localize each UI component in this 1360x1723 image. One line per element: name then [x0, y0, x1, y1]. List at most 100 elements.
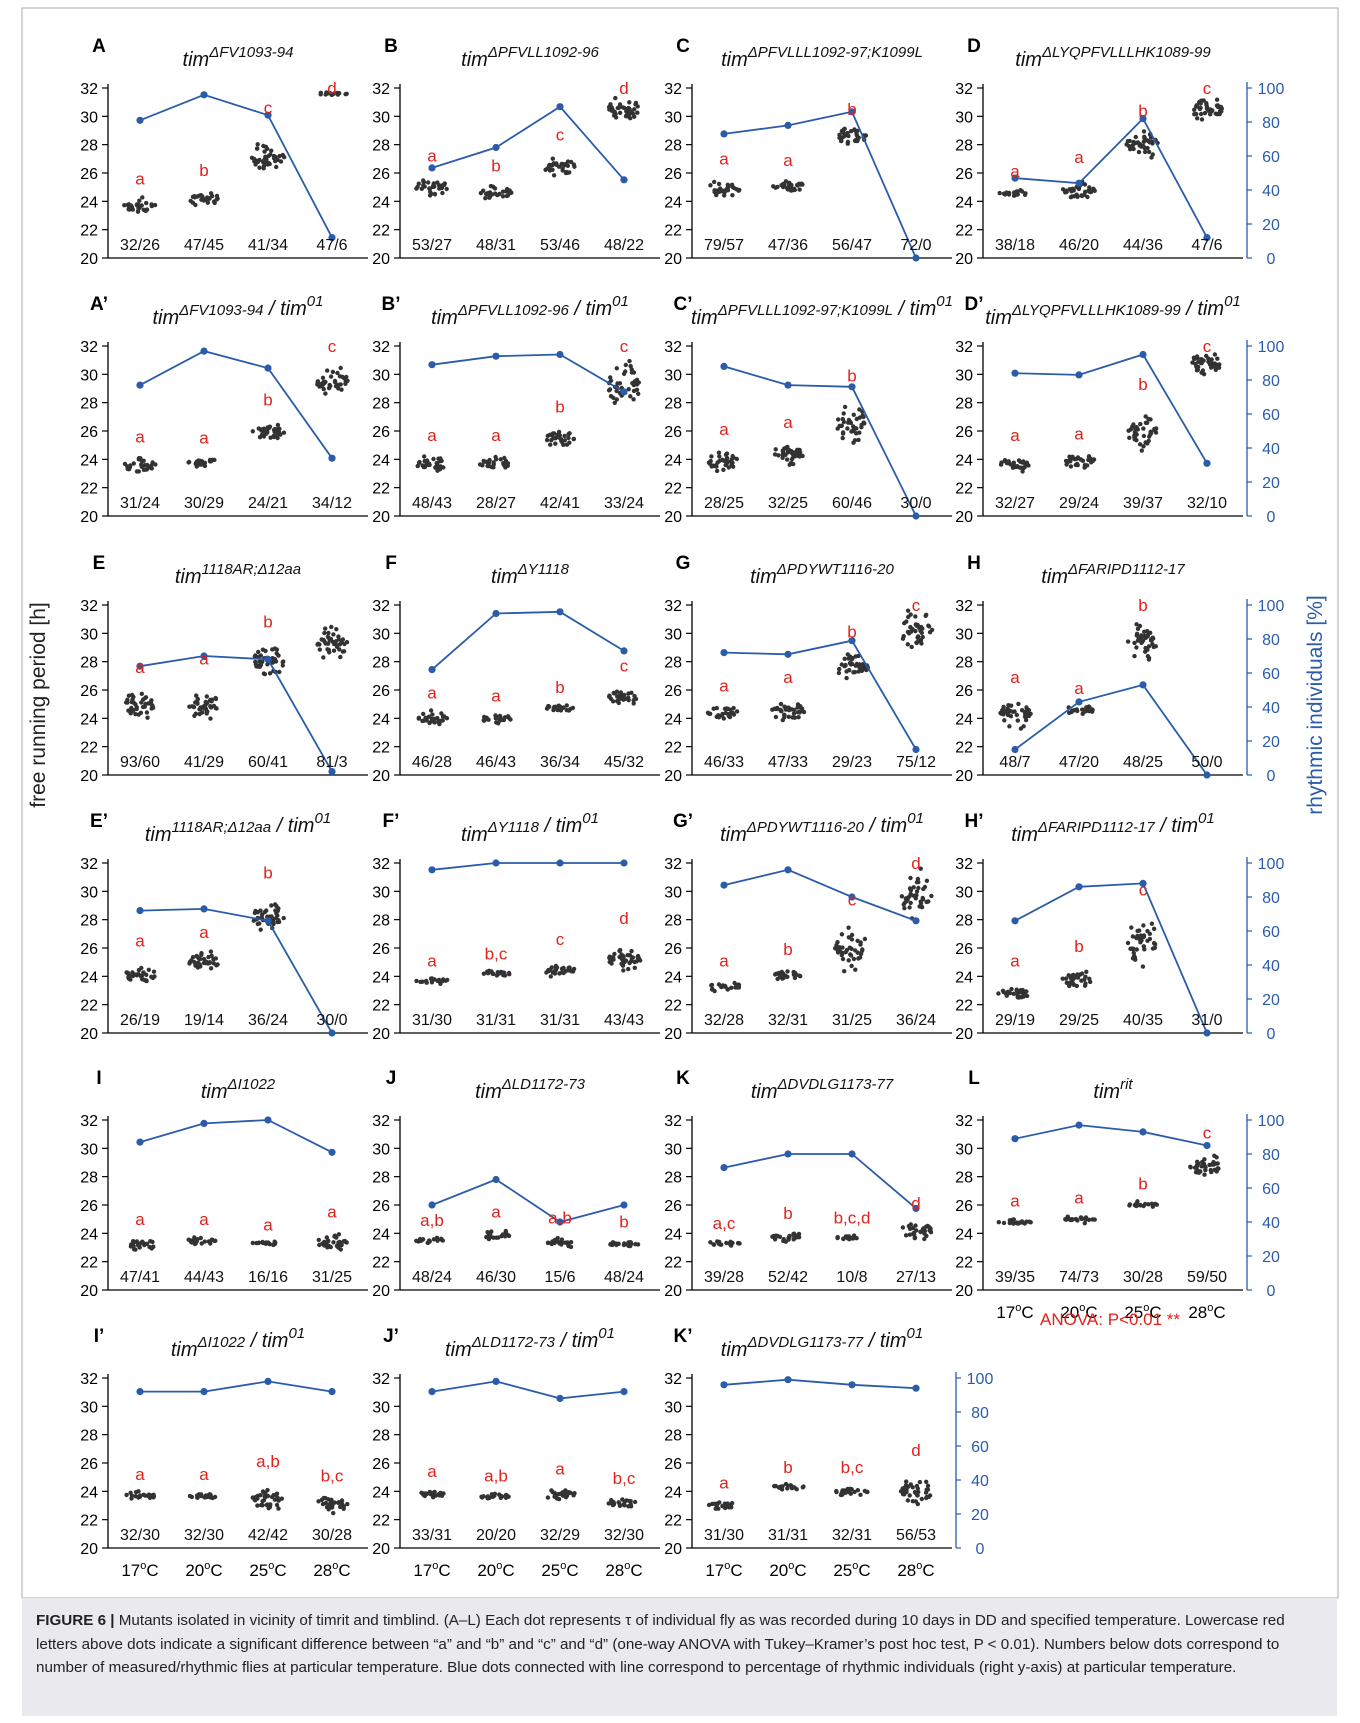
fly-dot [281, 915, 286, 921]
significance-letter: a,b [484, 1466, 508, 1485]
panel-title: timrit [1093, 1076, 1133, 1103]
fly-dot [918, 899, 923, 904]
fly-dot [792, 975, 798, 981]
count-label: 47/6 [316, 237, 347, 254]
y2-tick-label: 100 [1258, 339, 1285, 356]
fly-dot [1018, 465, 1024, 470]
fly-dot [606, 388, 612, 393]
fly-dot [726, 465, 731, 470]
fly-dot [720, 1503, 725, 1509]
fly-dot [1064, 980, 1070, 985]
fly-dot [609, 1498, 614, 1503]
significance-letter: a [135, 932, 145, 951]
fly-dot [916, 634, 921, 639]
x-category-label: 20oC [477, 1560, 514, 1580]
count-label: 10/8 [836, 1269, 867, 1286]
fly-dot [606, 1501, 611, 1506]
panel-title: timΔPFVLL1092-96 [461, 44, 599, 71]
fly-dot [1188, 1164, 1193, 1170]
fly-dot [139, 458, 144, 464]
fly-dot [848, 129, 854, 134]
fly-dot [500, 194, 506, 199]
fly-dot [846, 958, 851, 963]
fly-dot [1141, 933, 1147, 938]
fly-dot [611, 395, 616, 400]
rhythmic-point [200, 91, 208, 99]
fly-dot [1199, 357, 1204, 362]
fly-dot [918, 866, 923, 871]
fly-dot [780, 717, 785, 723]
rhythmic-line [431, 1178, 625, 1223]
significance-letter: a [427, 426, 437, 445]
fly-dot [1014, 712, 1019, 718]
rhythmic-point [912, 1384, 920, 1392]
count-label: 59/50 [1187, 1269, 1227, 1286]
fly-dot [271, 156, 277, 161]
fly-dot [610, 699, 616, 704]
fly-dot [1133, 431, 1139, 436]
fly-dot [1145, 647, 1150, 652]
fly-dot [781, 1238, 786, 1244]
y-tick-label: 20 [372, 1026, 390, 1043]
panel-title: timΔY1118 [491, 561, 570, 588]
rhythmic-point [556, 350, 564, 359]
fly-dot [141, 1492, 146, 1498]
fly-dot [323, 391, 328, 396]
count-label: 32/29 [540, 1527, 580, 1544]
fly-dot [1091, 186, 1096, 191]
fly-dot [1005, 712, 1011, 718]
fly-dot [445, 977, 450, 983]
significance-letter: a [427, 683, 437, 702]
fly-dot [563, 1495, 569, 1500]
rhythmic-point [556, 1218, 564, 1226]
significance-letter: b [1138, 101, 1147, 120]
fly-dot [610, 1502, 616, 1508]
fly-dot [842, 656, 847, 661]
significance-letter: c [912, 596, 921, 615]
fly-dot [1128, 946, 1133, 951]
count-label: 31/31 [540, 1012, 580, 1029]
y-tick-label: 28 [372, 913, 390, 930]
fly-dot [717, 458, 722, 464]
fly-dot [254, 159, 259, 165]
y2-tick-label: 80 [1262, 632, 1280, 649]
fly-dot [197, 193, 202, 198]
fly-dot [1210, 361, 1215, 366]
fly-dot [208, 459, 213, 464]
fly-dot [485, 1496, 490, 1501]
fly-dot [779, 969, 784, 975]
y-tick-label: 20 [955, 768, 973, 785]
y-tick-label: 24 [664, 1226, 682, 1243]
fly-dot [427, 186, 432, 191]
fly-dot [272, 1497, 278, 1502]
panel-B: BtimΔPFVLL1092-9620222426283032abcd53/27… [372, 36, 660, 268]
fly-dot [337, 374, 343, 379]
significance-letter: a,b [420, 1211, 444, 1230]
significance-letter: b [555, 398, 564, 417]
fly-dot [1146, 644, 1152, 649]
fly-dot [418, 979, 423, 985]
fly-dot [840, 431, 846, 436]
fly-dot [414, 1238, 419, 1244]
fly-dot [1151, 636, 1156, 641]
rhythmic-line [723, 110, 917, 259]
fly-dot [199, 1241, 204, 1246]
fly-dot [842, 126, 847, 131]
fly-dot [1082, 1221, 1088, 1226]
fly-dot [915, 1501, 920, 1507]
count-label: 47/20 [1059, 754, 1099, 771]
fly-dot [1015, 192, 1020, 197]
fly-dot [194, 953, 199, 959]
panel-D: DtimΔLYQPFVLLLHK1089-9920222426283032020… [955, 36, 1284, 268]
fly-dot [130, 207, 135, 212]
count-label: 30/0 [900, 495, 931, 512]
significance-letter: a [555, 1459, 565, 1478]
count-label: 31/31 [476, 1012, 516, 1029]
y-tick-label: 28 [955, 655, 973, 672]
fly-dot [1074, 983, 1080, 989]
fly-dot [722, 983, 728, 989]
fly-dot [419, 1490, 424, 1496]
fly-dot [204, 959, 209, 964]
